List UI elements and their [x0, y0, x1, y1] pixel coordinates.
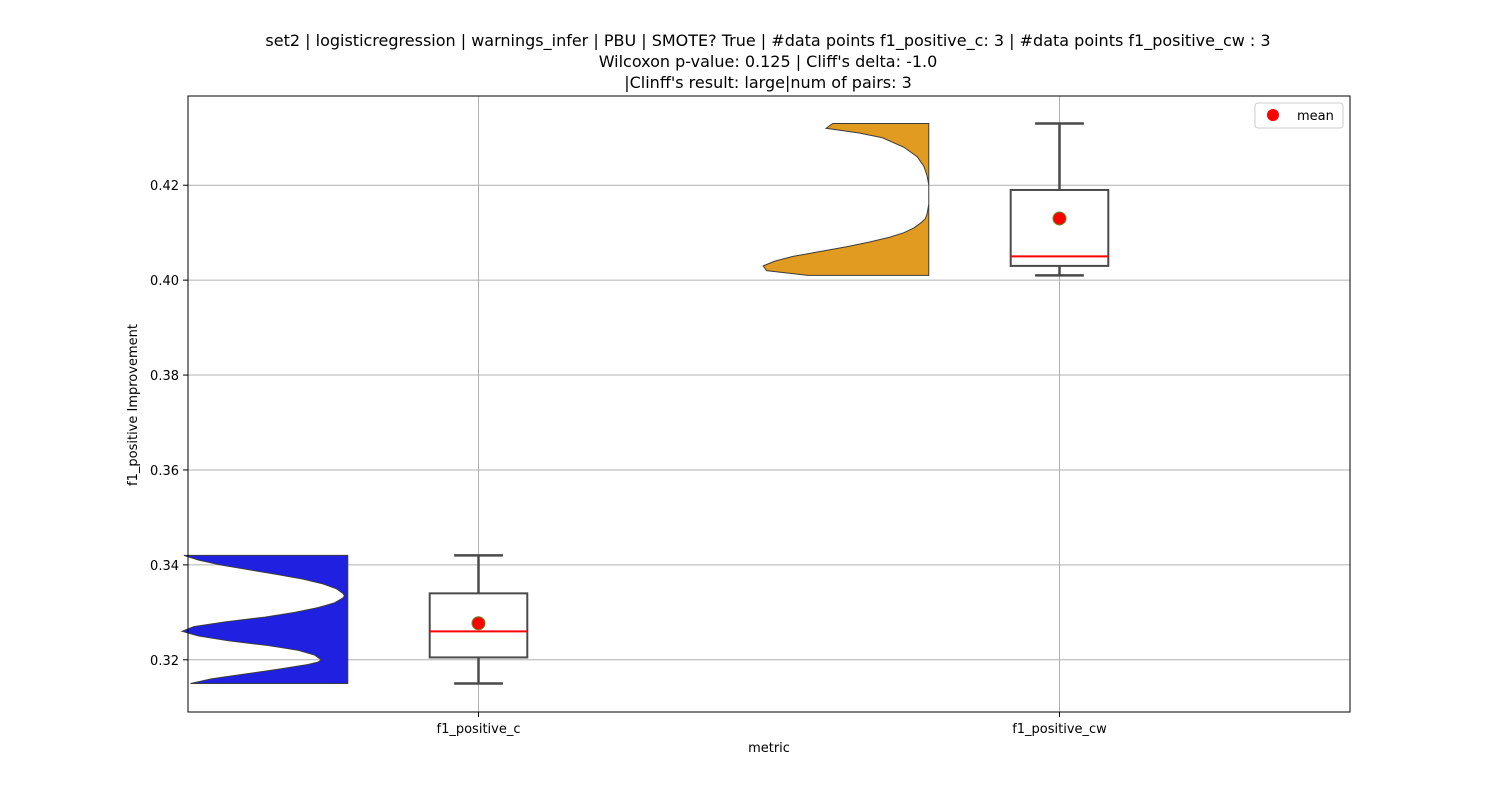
y-tick-label: 0.34 — [150, 559, 179, 574]
y-tick-label: 0.36 — [150, 464, 179, 479]
legend-mean-marker — [1267, 109, 1279, 121]
title-line-2: Wilcoxon p-value: 0.125 | Cliff's delta:… — [599, 52, 938, 71]
y-tick-label: 0.38 — [150, 369, 179, 384]
legend-frame — [1254, 102, 1344, 129]
x-tick-label: f1_positive_cw — [1012, 722, 1107, 737]
title-line-1: set2 | logisticregression | warnings_inf… — [265, 31, 1270, 51]
y-tick-label: 0.42 — [150, 179, 179, 194]
violin-f1_positive_c — [180, 554, 349, 685]
x-axis-label: metric — [748, 741, 790, 756]
legend-mean-label: mean — [1297, 109, 1334, 124]
y-tick-label: 0.40 — [150, 274, 179, 289]
violins — [180, 123, 930, 685]
boxplots — [428, 122, 1110, 685]
title-line-3: |Clinff's result: large|num of pairs: 3 — [624, 73, 912, 92]
chart-title: set2 | logisticregression | warnings_inf… — [265, 31, 1270, 92]
box-f1_positive_cw — [1009, 188, 1110, 267]
grid-lines — [188, 96, 1350, 712]
legend: mean — [1254, 102, 1344, 129]
violin-f1_positive_cw — [762, 123, 930, 276]
x-axis-ticks: f1_positive_c f1_positive_cw — [437, 712, 1107, 737]
x-tick-label: f1_positive_c — [437, 722, 521, 737]
mean-marker-f1_positive_cw — [1052, 211, 1067, 226]
y-tick-label: 0.32 — [150, 654, 179, 669]
y-axis-label: f1_positive Improvement — [126, 324, 141, 486]
mean-marker-f1_positive_c — [471, 616, 486, 631]
y-axis-ticks: 0.32 0.34 0.36 0.38 0.40 0.42 — [150, 179, 188, 669]
plot-area-frame — [187, 95, 1351, 713]
